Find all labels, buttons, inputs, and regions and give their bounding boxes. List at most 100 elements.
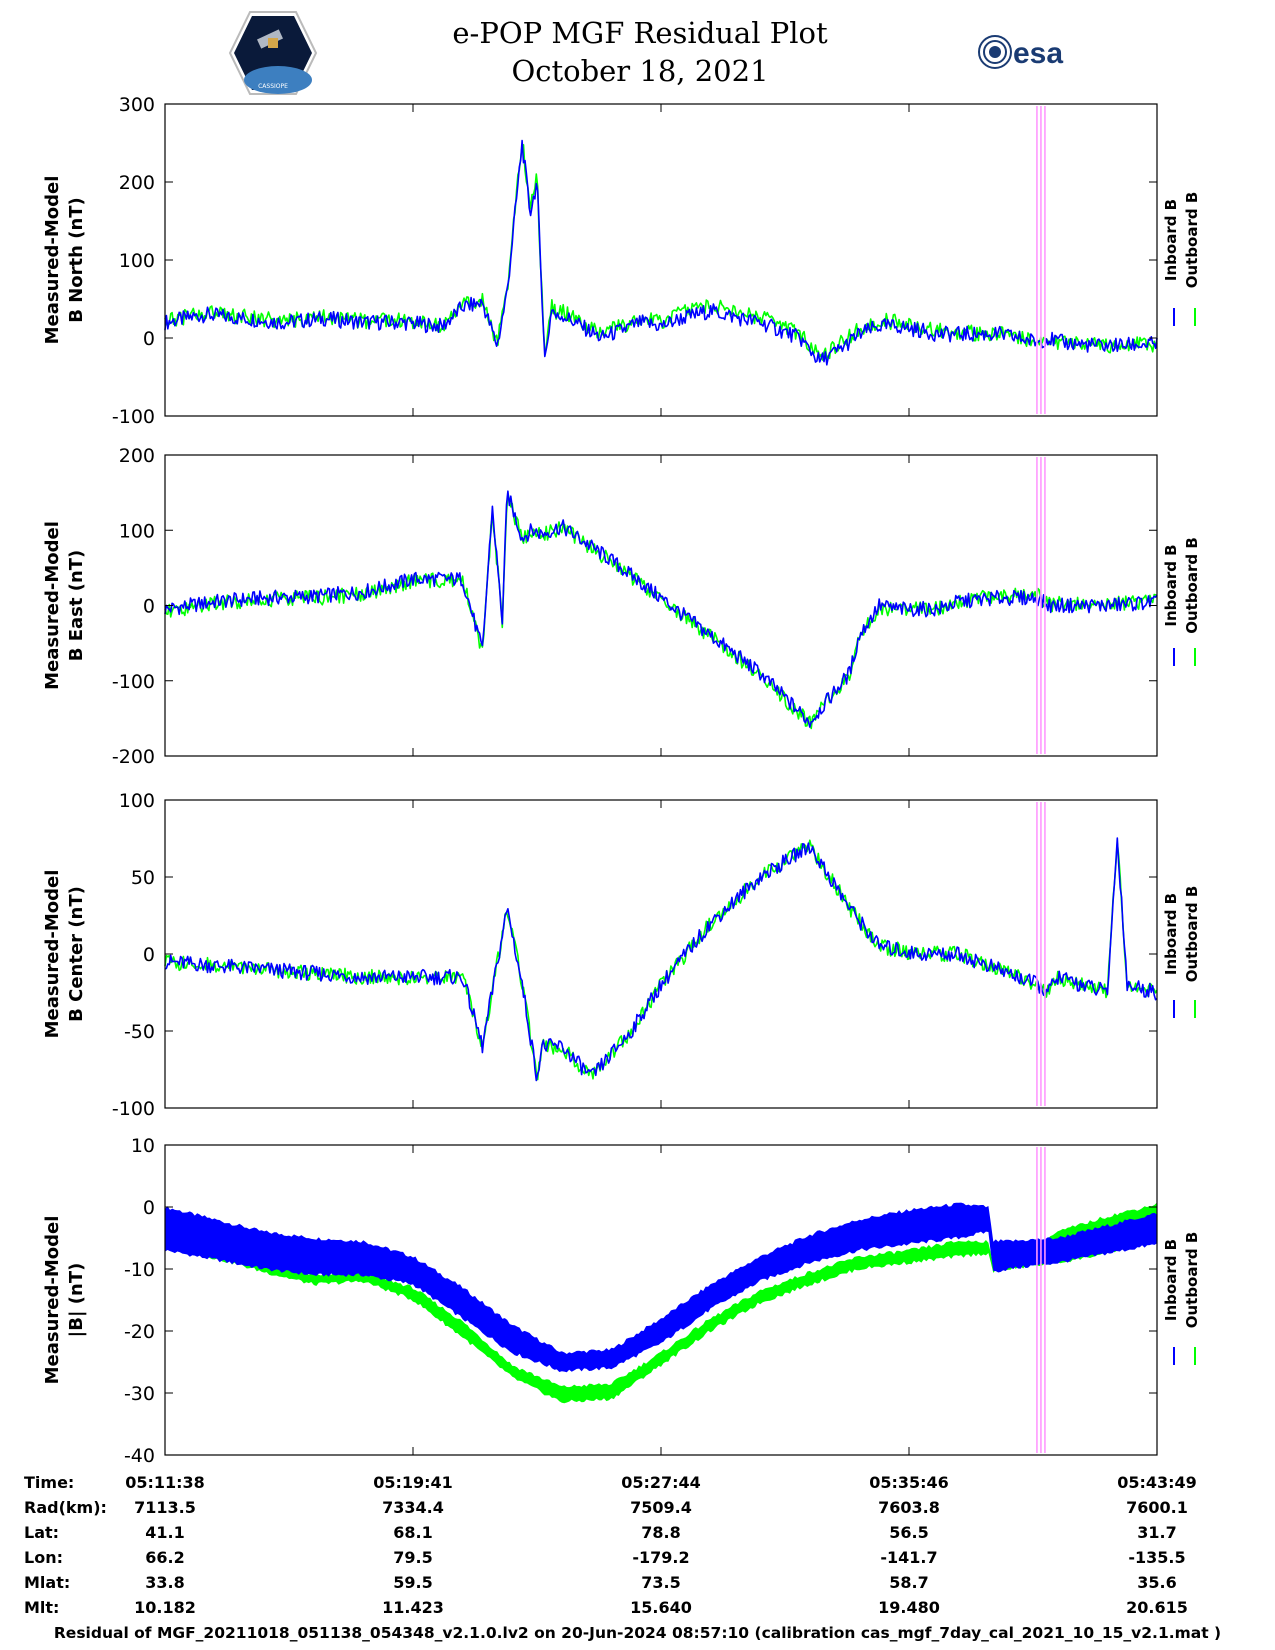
- inboard-line: [164, 490, 1158, 728]
- y-tick-label: 100: [119, 250, 155, 272]
- legend-outboard: Outboard B: [1183, 1232, 1201, 1329]
- info-cell: 59.5: [393, 1573, 432, 1592]
- y-axis-label-line1: Measured-Model: [42, 1216, 63, 1385]
- legend-outboard: Outboard B: [1183, 886, 1201, 983]
- y-axis-label-line1: Measured-Model: [42, 870, 63, 1039]
- inboard-line: [164, 139, 1158, 366]
- info-row-label: Rad(km):: [24, 1498, 107, 1517]
- y-tick-label: -200: [112, 746, 155, 768]
- info-cell: 41.1: [145, 1523, 184, 1542]
- y-tick-label: 50: [131, 867, 155, 889]
- legend-inboard: Inboard B: [1162, 544, 1180, 626]
- plot-title: e-POP MGF Residual Plot October 18, 2021: [380, 14, 900, 90]
- info-cell: -179.2: [632, 1548, 689, 1567]
- info-cell: 33.8: [145, 1573, 184, 1592]
- y-axis-label: Measured-Model B Center (nT): [42, 870, 87, 1039]
- info-row-label: Mlat:: [24, 1573, 70, 1592]
- info-cell: 20.615: [1126, 1598, 1188, 1617]
- outboard-line: [164, 493, 1158, 730]
- info-cell: 68.1: [393, 1523, 432, 1542]
- y-tick-label: -20: [124, 1321, 155, 1343]
- panel-frame: [164, 454, 1158, 757]
- info-cell: 19.480: [878, 1598, 940, 1617]
- inboard-band: [165, 1202, 1157, 1373]
- info-cell: 05:35:46: [869, 1473, 949, 1492]
- info-cell: 73.5: [641, 1573, 680, 1592]
- info-cell: 05:43:49: [1117, 1473, 1197, 1492]
- y-axis-label: Measured-Model B North (nT): [42, 176, 87, 345]
- y-tick-label: -100: [112, 406, 155, 428]
- info-cell: 58.7: [889, 1573, 928, 1592]
- legend-inboard: Inboard B: [1162, 199, 1180, 281]
- inboard-line: [164, 837, 1158, 1082]
- y-tick-label: 100: [119, 790, 155, 812]
- y-axis-label-line1: Measured-Model: [42, 176, 63, 345]
- y-tick-label: -30: [124, 1383, 155, 1405]
- footer-caption: Residual of MGF_20211018_051138_054348_v…: [53, 1624, 1222, 1642]
- y-tick-label: 10: [131, 1135, 155, 1157]
- info-cell: 7509.4: [630, 1498, 692, 1517]
- y-axis-label-line2: B East (nT): [66, 550, 87, 662]
- legend-outboard: Outboard B: [1183, 192, 1201, 289]
- panel-4: -40 -30 -20 -10 0 10 Measured-Model |B| (nT) Inb…: [42, 1135, 1201, 1467]
- info-cell: 79.5: [393, 1548, 432, 1567]
- info-cell: 05:11:38: [125, 1473, 205, 1492]
- title-line-2: October 18, 2021: [511, 54, 769, 88]
- y-axis-label-line2: B North (nT): [66, 197, 87, 323]
- info-row-label: Lat:: [24, 1523, 59, 1542]
- panel-3: -100 -50 0 50 100 Measured-Model B Center (nT)…: [42, 790, 1201, 1120]
- esa-logo-text: esa: [1013, 37, 1063, 70]
- logo-text: CASSIOPE: [258, 83, 288, 90]
- panel-2: -200 -100 0 100 200 Measured-Model B East (nT)…: [42, 445, 1201, 768]
- info-cell: 56.5: [889, 1523, 928, 1542]
- y-tick-label: 0: [143, 328, 155, 350]
- y-axis-label: Measured-Model B East (nT): [42, 521, 87, 690]
- y-tick-label: -10: [124, 1259, 155, 1281]
- outboard-line: [164, 144, 1158, 361]
- y-tick-label: -50: [124, 1021, 155, 1043]
- info-row-label: Lon:: [24, 1548, 63, 1567]
- esa-logo: esa: [978, 35, 1063, 70]
- info-cell: 7334.4: [382, 1498, 444, 1517]
- y-tick-label: 0: [143, 1197, 155, 1219]
- title-line-1: e-POP MGF Residual Plot: [452, 16, 828, 50]
- info-cell: -135.5: [1128, 1548, 1185, 1567]
- y-tick-label: 200: [119, 172, 155, 194]
- panel-frame: [164, 103, 1158, 417]
- y-tick-label: -100: [112, 671, 155, 693]
- legend-outboard: Outboard B: [1183, 537, 1201, 634]
- y-axis-label: Measured-Model |B| (nT): [42, 1216, 87, 1385]
- legend-inboard: Inboard B: [1162, 893, 1180, 975]
- info-cell: 11.423: [382, 1598, 444, 1617]
- y-tick-label: -100: [112, 1098, 155, 1120]
- y-tick-label: 300: [119, 94, 155, 116]
- info-row-label: Time:: [24, 1473, 74, 1492]
- legend-inboard: Inboard B: [1162, 1239, 1180, 1321]
- y-tick-label: 0: [143, 596, 155, 618]
- y-tick-label: 200: [119, 445, 155, 467]
- outboard-line: [164, 839, 1158, 1081]
- info-cell: 15.640: [630, 1598, 692, 1617]
- info-cell: -141.7: [880, 1548, 937, 1567]
- cassiope-logo: CASSIOPE: [228, 11, 318, 95]
- y-tick-label: 0: [143, 944, 155, 966]
- info-cell: 66.2: [145, 1548, 184, 1567]
- y-tick-label: 100: [119, 520, 155, 542]
- info-cell: 78.8: [641, 1523, 680, 1542]
- info-row-label: Mlt:: [24, 1598, 59, 1617]
- panel-frame: [164, 1144, 1158, 1456]
- info-cell: 7113.5: [134, 1498, 196, 1517]
- info-cell: 35.6: [1137, 1573, 1176, 1592]
- y-axis-label-line2: |B| (nT): [66, 1263, 87, 1338]
- info-cell: 05:19:41: [373, 1473, 453, 1492]
- panel-frame: [164, 799, 1158, 1109]
- info-cell: 10.182: [134, 1598, 196, 1617]
- outboard-band: [165, 1202, 1157, 1404]
- info-cell: 7600.1: [1126, 1498, 1188, 1517]
- y-axis-label-line1: Measured-Model: [42, 521, 63, 690]
- info-cell: 05:27:44: [621, 1473, 701, 1492]
- info-cell: 7603.8: [878, 1498, 940, 1517]
- y-tick-label: -40: [124, 1445, 155, 1467]
- info-cell: 31.7: [1137, 1523, 1176, 1542]
